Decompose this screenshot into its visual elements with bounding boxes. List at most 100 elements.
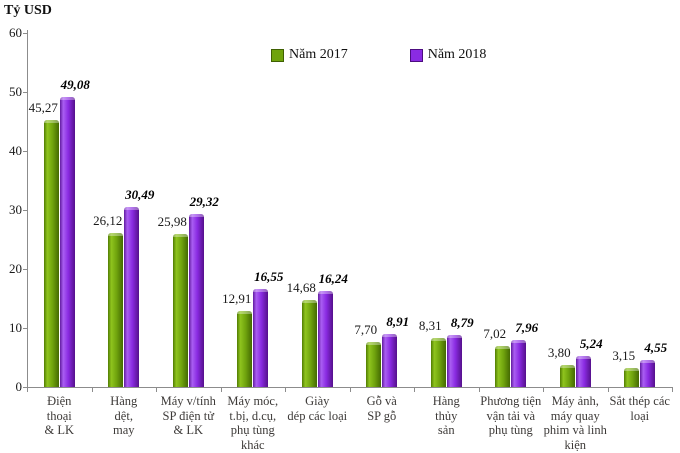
bar-2017-1 (43, 120, 59, 387)
y-tick (23, 328, 27, 329)
bar-2018-5 (317, 291, 333, 387)
bar-cap (430, 338, 446, 341)
bar-cap (382, 334, 398, 337)
y-tick (23, 33, 27, 34)
bar-2017-7 (430, 338, 446, 387)
y-tick-label: 0 (15, 379, 23, 394)
bar-2017-2 (108, 233, 124, 387)
bar-2018-3 (188, 214, 204, 387)
chart-title: Tỷ USD (4, 3, 52, 18)
bar-value-2017-6: 7,70 (354, 322, 378, 337)
bar-value-2017-2: 26,12 (93, 213, 123, 228)
bar-2018-10 (640, 360, 656, 387)
category-label-8: Phương tiện vận tải và phụ tùng (480, 394, 542, 437)
x-tick (156, 388, 157, 392)
bar-2017-4 (237, 311, 253, 387)
category-label-10: Sắt thép các loại (609, 394, 670, 423)
bar-2018-6 (382, 334, 398, 387)
bar-2018-1 (59, 97, 75, 387)
bar-2017-6 (366, 342, 382, 387)
bar-cap (172, 234, 188, 237)
bar-2018-2 (124, 207, 140, 387)
legend-item-2018: Năm 2018 (409, 47, 487, 63)
x-tick (479, 388, 480, 392)
category-label-5: Giày dép các loại (287, 394, 348, 423)
bar-cap (624, 368, 640, 371)
bar-cap (108, 233, 124, 236)
bar-value-2017-9: 3,80 (547, 345, 571, 360)
y-axis (27, 30, 28, 388)
y-tick-label: 20 (9, 261, 22, 276)
legend-label-2018: Năm 2018 (427, 47, 487, 62)
bar-value-2018-6: 8,91 (386, 314, 410, 329)
bar-value-2017-7: 8,31 (418, 318, 442, 333)
legend-swatch-2018 (409, 48, 423, 62)
bar-value-2018-10: 4,55 (644, 340, 668, 355)
y-tick (23, 269, 27, 270)
bar-2017-10 (624, 368, 640, 387)
x-tick (92, 388, 93, 392)
y-tick-label: 50 (9, 84, 22, 99)
bar-cap (575, 356, 591, 359)
bar-cap (253, 289, 269, 292)
bar-2018-9 (575, 356, 591, 387)
category-label-4: Máy móc, t.bị, d.cụ, phụ tùng khác (227, 394, 279, 452)
legend: Năm 2017 Năm 2018 (271, 47, 486, 63)
bar-2017-8 (495, 346, 511, 387)
bar-cap (301, 300, 317, 303)
bar-cap (59, 97, 75, 100)
y-tick-label: 30 (9, 202, 22, 217)
bar-cap (366, 342, 382, 345)
bar-value-2018-1: 49,08 (60, 77, 90, 92)
legend-label-2017: Năm 2017 (289, 47, 348, 62)
bar-2018-8 (511, 340, 527, 387)
bar-value-2018-3: 29,32 (189, 194, 219, 209)
bar-cap (640, 360, 656, 363)
y-tick (23, 387, 27, 388)
bar-cap (495, 346, 511, 349)
bar-value-2017-1: 45,27 (28, 100, 58, 115)
legend-swatch-2017 (271, 48, 284, 62)
bar-value-2017-3: 25,98 (157, 214, 187, 229)
bar-cap (317, 291, 333, 294)
bar-cap (188, 214, 204, 217)
bar-cap (124, 207, 140, 210)
y-tick-label: 40 (9, 143, 22, 158)
x-tick (414, 388, 415, 392)
x-tick (350, 388, 351, 392)
bar-cap (511, 340, 527, 343)
bar-value-2018-7: 8,79 (450, 315, 474, 330)
bar-value-2017-4: 12,91 (222, 291, 252, 306)
bar-value-2018-4: 16,55 (254, 269, 284, 284)
bar-value-2017-10: 3,15 (612, 348, 636, 363)
x-tick (608, 388, 609, 392)
x-tick (221, 388, 222, 392)
bar-value-2017-8: 7,02 (483, 326, 507, 341)
category-label-7: Hàng thủy sản (432, 394, 460, 437)
x-tick (672, 388, 673, 392)
category-label-2: Hàng dệt, may (110, 394, 138, 437)
x-tick (285, 388, 286, 392)
bar-value-2018-2: 30,49 (125, 187, 155, 202)
y-tick (23, 92, 27, 93)
y-tick-label: 60 (9, 25, 22, 40)
y-tick (23, 151, 27, 152)
bar-value-2018-8: 7,96 (515, 320, 539, 335)
bar-cap (43, 120, 59, 123)
bar-value-2018-5: 16,24 (318, 271, 348, 286)
y-tick-label: 10 (9, 320, 22, 335)
category-label-9: Máy ảnh, máy quay phim và linh kiện (543, 394, 607, 452)
y-tick (23, 210, 27, 211)
bar-2017-9 (559, 365, 575, 387)
bar-cap (559, 365, 575, 368)
bar-2018-7 (446, 335, 462, 387)
x-tick (27, 388, 28, 392)
bar-cap (446, 335, 462, 338)
bar-2017-5 (301, 300, 317, 387)
bar-value-2017-5: 14,68 (286, 280, 316, 295)
bar-2018-4 (253, 289, 269, 387)
bar-cap (237, 311, 253, 314)
category-label-3: Máy v/tính SP điện tử & LK (160, 394, 216, 437)
x-axis (27, 387, 673, 388)
